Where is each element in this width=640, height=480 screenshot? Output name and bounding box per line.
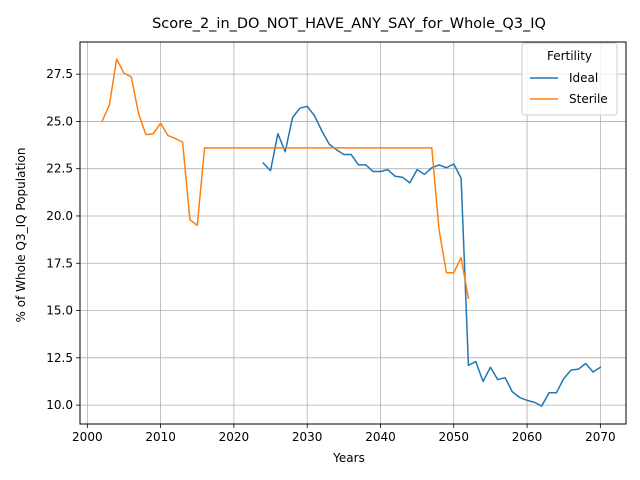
y-axis-ticks: 10.0 12.5 15.0 17.5 20.0 22.5 25.0 27.5: [46, 67, 80, 412]
y-tick-label: 17.5: [46, 256, 73, 270]
x-tick-label: 2000: [72, 430, 103, 444]
x-tick-label: 2050: [438, 430, 469, 444]
x-tick-label: 2020: [219, 430, 250, 444]
y-tick-label: 25.0: [46, 114, 73, 128]
plot-frame: [79, 41, 627, 425]
y-tick-label: 27.5: [46, 67, 73, 81]
chart-title: Score_2_in_DO_NOT_HAVE_ANY_SAY_for_Whole…: [152, 16, 546, 32]
y-tick-label: 15.0: [46, 304, 73, 318]
legend-box: [521, 42, 618, 116]
legend-label-sterile: Sterile: [569, 92, 608, 106]
series-line-ideal: [262, 105, 602, 407]
x-tick-label: 2040: [365, 430, 396, 444]
x-axis-label: Years: [332, 451, 365, 465]
y-tick-label: 22.5: [46, 162, 73, 176]
y-tick-label: 12.5: [46, 351, 73, 365]
y-axis-label: % of Whole Q3_IQ Population: [14, 148, 28, 323]
legend: Fertility Ideal Sterile: [521, 42, 618, 116]
x-tick-label: 2030: [292, 430, 323, 444]
x-tick-label: 2060: [512, 430, 543, 444]
legend-label-ideal: Ideal: [569, 71, 598, 85]
legend-title: Fertility: [547, 49, 592, 63]
x-axis-ticks: 2000 2010 2020 2030 2040 2050 2060 2070: [72, 424, 616, 444]
series-line-sterile: [100, 58, 470, 300]
x-tick-label: 2010: [145, 430, 176, 444]
series-layer: [100, 58, 602, 407]
y-tick-label: 20.0: [46, 209, 73, 223]
y-tick-label: 10.0: [46, 398, 73, 412]
x-tick-label: 2070: [585, 430, 616, 444]
